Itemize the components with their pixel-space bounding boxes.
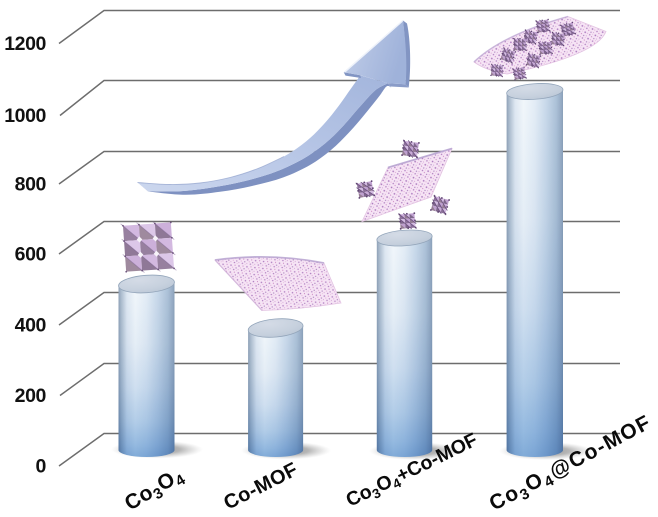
- svg-text:400: 400: [15, 315, 47, 337]
- svg-text:1200: 1200: [4, 33, 46, 55]
- svg-text:0: 0: [36, 456, 47, 478]
- svg-text:800: 800: [15, 174, 47, 196]
- svg-text:600: 600: [15, 244, 47, 266]
- svg-text:1000: 1000: [4, 105, 46, 127]
- svg-text:Co-MOF: Co-MOF: [220, 458, 301, 514]
- svg-text:200: 200: [15, 385, 47, 407]
- svg-text:Co3O4: Co3O4: [121, 463, 189, 517]
